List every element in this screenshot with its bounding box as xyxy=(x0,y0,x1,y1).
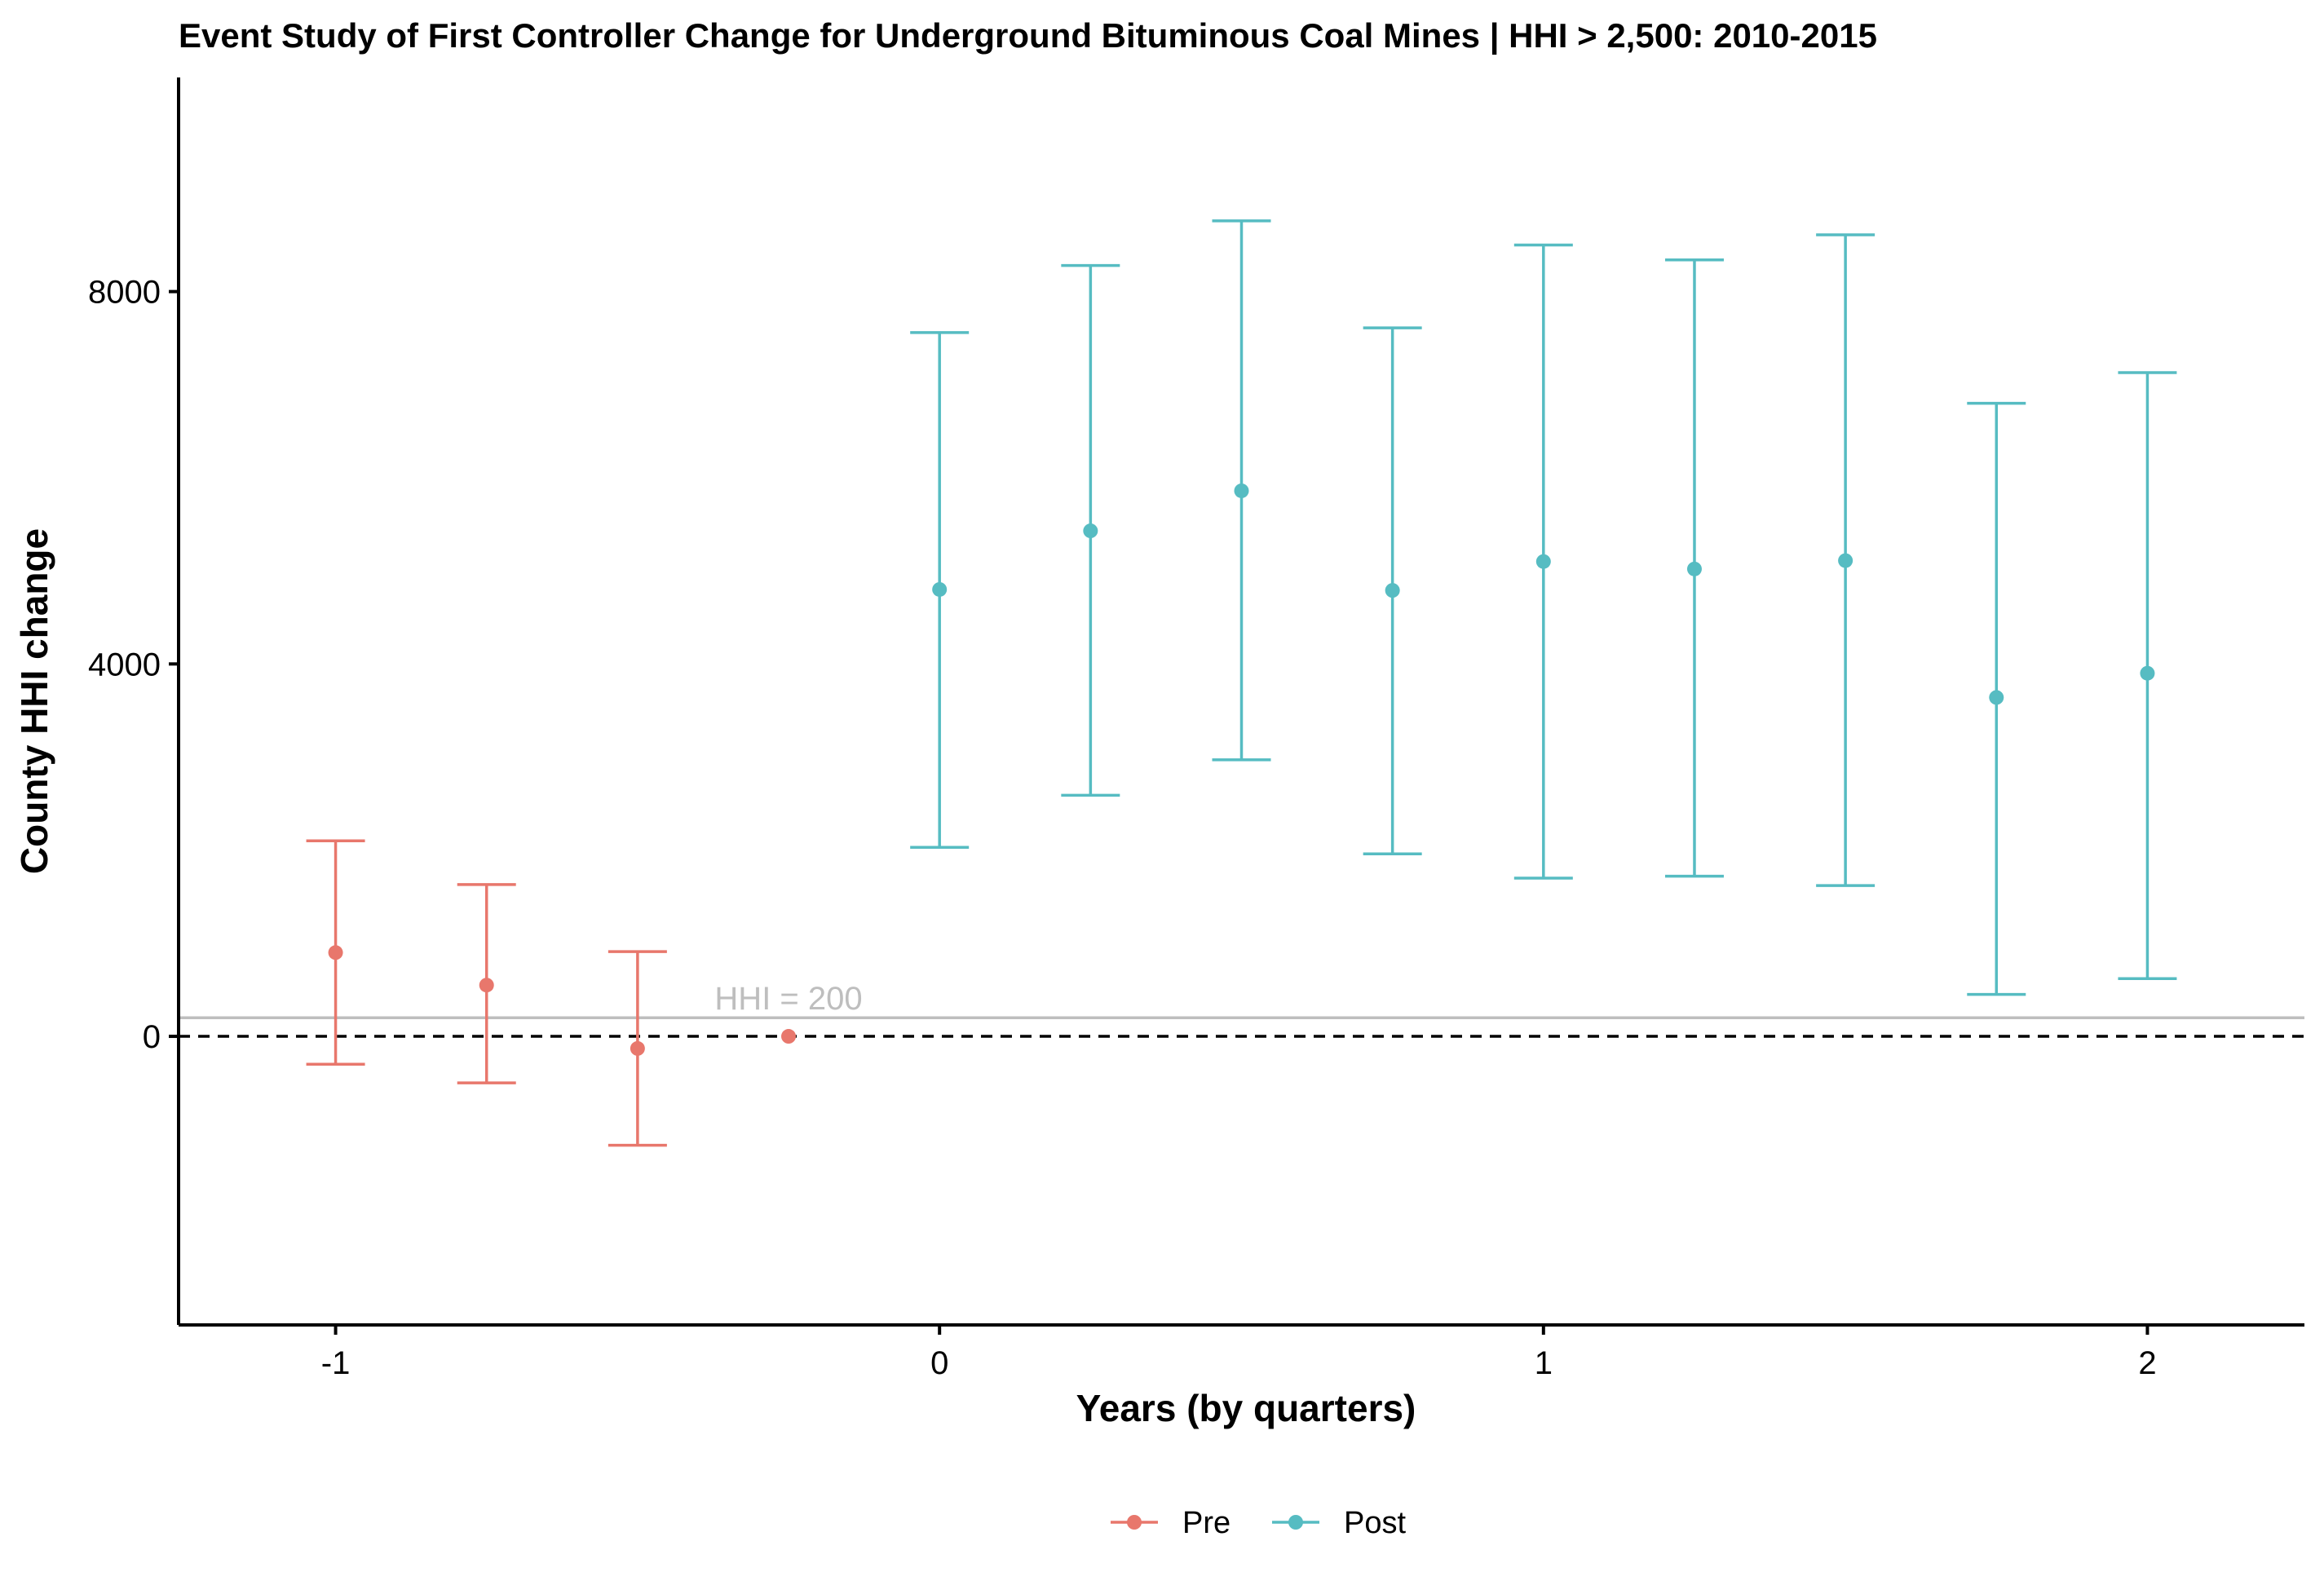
post-point-6 xyxy=(1838,553,1853,568)
y-tick-label-0: 0 xyxy=(143,1019,161,1055)
x-tick-label-1: 0 xyxy=(930,1345,948,1381)
pre-point-2 xyxy=(630,1040,645,1056)
post-point-3 xyxy=(1385,583,1400,598)
legend-pre-label: Pre xyxy=(1182,1506,1230,1540)
y-tick-label-2: 8000 xyxy=(88,275,161,311)
x-tick-label-3: 2 xyxy=(2138,1345,2156,1381)
pre-point-1 xyxy=(479,978,494,993)
x-axis-title: Years (by quarters) xyxy=(1076,1387,1416,1429)
post-point-0 xyxy=(932,581,948,597)
legend: Pre Post xyxy=(1111,1506,1406,1540)
post-point-1 xyxy=(1083,523,1098,539)
post-point-7 xyxy=(1989,690,2004,705)
pre-point-3 xyxy=(781,1029,797,1044)
pre-point-0 xyxy=(328,945,343,960)
reference-line-label: HHI = 200 xyxy=(714,981,862,1017)
post-point-4 xyxy=(1535,554,1551,569)
chart-title: Event Study of First Controller Change f… xyxy=(179,16,1877,55)
x-tick-label-2: 1 xyxy=(1535,1345,1553,1381)
legend-post-label: Post xyxy=(1344,1506,1406,1540)
post-point-5 xyxy=(1686,561,1702,576)
legend-post-marker xyxy=(1288,1515,1303,1530)
y-tick-label-1: 4000 xyxy=(88,647,161,682)
plot-area: HHI = 200 0 4000 8000 -1 0 1 2 xyxy=(88,77,2304,1381)
y-axis-title: County HHI change xyxy=(13,528,55,874)
legend-pre-marker xyxy=(1127,1515,1142,1530)
x-tick-label-0: -1 xyxy=(321,1345,351,1381)
post-point-2 xyxy=(1234,483,1249,498)
post-point-8 xyxy=(2140,665,2155,681)
